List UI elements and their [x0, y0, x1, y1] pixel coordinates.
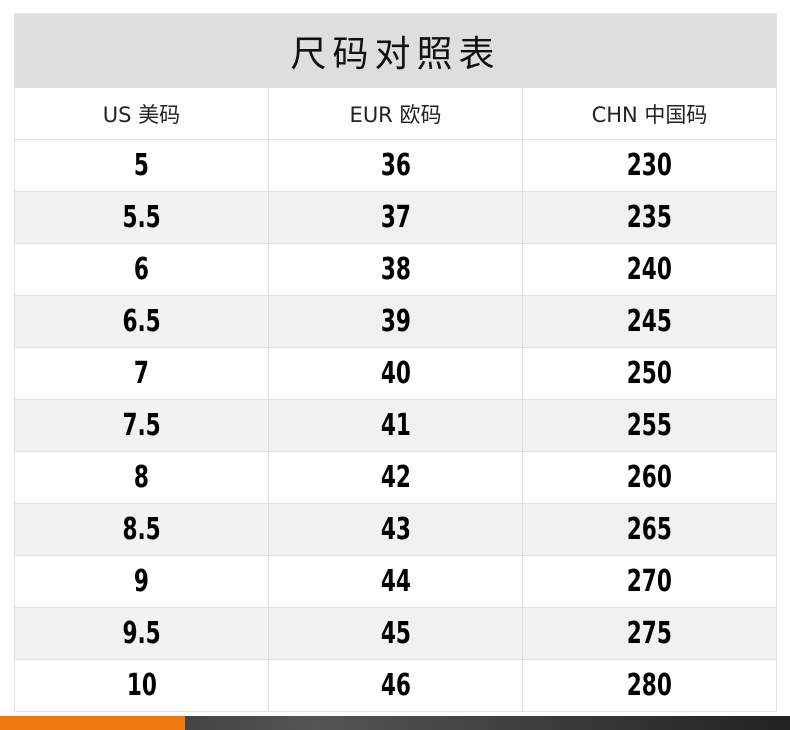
- header-row: US 美码 EUR 欧码 CHN 中国码: [15, 87, 776, 139]
- cell-value: 38: [380, 252, 411, 287]
- cell-value: 260: [626, 460, 673, 495]
- cell-value: 7.5: [122, 408, 161, 443]
- cell-value: 245: [626, 304, 673, 339]
- cell-value: 265: [626, 512, 673, 547]
- table-row: 9 44 270: [15, 555, 776, 607]
- cell-value: 230: [626, 148, 673, 183]
- cell-value: 8: [133, 460, 150, 495]
- cell-chn: 265: [522, 504, 776, 555]
- cell-value: 240: [626, 252, 673, 287]
- cell-eur: 38: [268, 244, 522, 295]
- cell-value: 8.5: [122, 512, 161, 547]
- cell-value: 9: [133, 564, 150, 599]
- cell-value: 43: [380, 512, 411, 547]
- cell-value: 37: [380, 200, 411, 235]
- table-row: 6.5 39 245: [15, 295, 776, 347]
- cell-us: 10: [15, 660, 268, 711]
- cell-chn: 255: [522, 400, 776, 451]
- cell-us: 5: [15, 140, 268, 191]
- cell-us: 7: [15, 348, 268, 399]
- cell-chn: 270: [522, 556, 776, 607]
- table-row: 8.5 43 265: [15, 503, 776, 555]
- table-title: 尺码对照表: [15, 14, 776, 87]
- cell-value: 41: [380, 408, 411, 443]
- cell-value: 6.5: [122, 304, 161, 339]
- cell-value: 250: [626, 356, 673, 391]
- cell-us: 9.5: [15, 608, 268, 659]
- table-row: 8 42 260: [15, 451, 776, 503]
- cell-us: 5.5: [15, 192, 268, 243]
- cell-value: 235: [626, 200, 673, 235]
- cell-eur: 36: [268, 140, 522, 191]
- cell-value: 5.5: [122, 200, 161, 235]
- cell-chn: 250: [522, 348, 776, 399]
- cell-eur: 43: [268, 504, 522, 555]
- cell-eur: 41: [268, 400, 522, 451]
- cell-eur: 42: [268, 452, 522, 503]
- cell-value: 280: [626, 668, 673, 703]
- cell-chn: 275: [522, 608, 776, 659]
- cell-us: 7.5: [15, 400, 268, 451]
- cell-value: 42: [380, 460, 411, 495]
- cell-value: 44: [380, 564, 411, 599]
- orange-accent-bar: [0, 716, 185, 730]
- cell-chn: 240: [522, 244, 776, 295]
- cell-eur: 46: [268, 660, 522, 711]
- table-row: 6 38 240: [15, 243, 776, 295]
- cell-chn: 245: [522, 296, 776, 347]
- cell-value: 255: [626, 408, 673, 443]
- cell-eur: 44: [268, 556, 522, 607]
- cell-us: 8: [15, 452, 268, 503]
- table-row: 9.5 45 275: [15, 607, 776, 659]
- cell-value: 7: [133, 356, 150, 391]
- cell-us: 6.5: [15, 296, 268, 347]
- cell-chn: 230: [522, 140, 776, 191]
- cell-eur: 45: [268, 608, 522, 659]
- column-header-us: US 美码: [102, 102, 181, 127]
- cell-us: 6: [15, 244, 268, 295]
- cell-eur: 40: [268, 348, 522, 399]
- cell-value: 40: [380, 356, 411, 391]
- table-body: 5 36 230 5.5 37 235 6 38 240 6.5 39 245 7 40 250 7.5 41 2…: [15, 139, 776, 711]
- table-row: 5.5 37 235: [15, 191, 776, 243]
- cell-chn: 235: [522, 192, 776, 243]
- table-row: 5 36 230: [15, 139, 776, 191]
- cell-value: 5: [133, 148, 150, 183]
- cell-value: 270: [626, 564, 673, 599]
- cell-value: 36: [380, 148, 411, 183]
- cell-eur: 37: [268, 192, 522, 243]
- table-row: 10 46 280: [15, 659, 776, 711]
- cell-chn: 280: [522, 660, 776, 711]
- cell-us: 8.5: [15, 504, 268, 555]
- cell-value: 9.5: [122, 616, 161, 651]
- table-row: 7 40 250: [15, 347, 776, 399]
- decorative-banner-strip: [0, 716, 790, 730]
- column-header-chn: CHN 中国码: [522, 88, 776, 139]
- cell-value: 45: [380, 616, 411, 651]
- table-row: 7.5 41 255: [15, 399, 776, 451]
- cell-value: 6: [133, 252, 150, 287]
- column-header-eur: EUR 欧码: [268, 88, 522, 139]
- cell-value: 39: [380, 304, 411, 339]
- cell-value: 275: [626, 616, 673, 651]
- cell-chn: 260: [522, 452, 776, 503]
- cell-value: 46: [380, 668, 411, 703]
- size-chart-table: 尺码对照表 US 美码 EUR 欧码 CHN 中国码 5 36 230 5.5 37 23…: [14, 13, 777, 712]
- cell-value: 10: [126, 668, 157, 703]
- cell-eur: 39: [268, 296, 522, 347]
- cell-us: 9: [15, 556, 268, 607]
